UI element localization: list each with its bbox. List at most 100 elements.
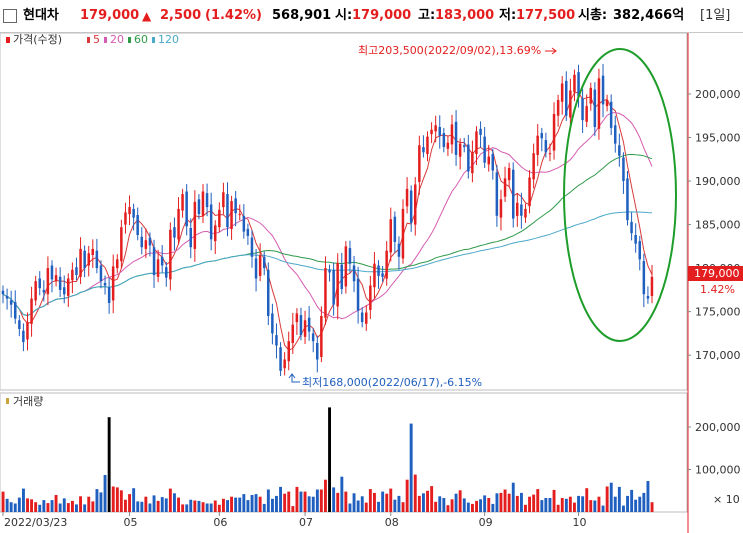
candle [544, 132, 548, 158]
candle [352, 255, 356, 293]
candle [548, 143, 552, 162]
volume-bar [222, 498, 225, 512]
volume-bar [634, 499, 638, 512]
candle [458, 138, 462, 170]
volume-bar [295, 486, 299, 512]
candle [95, 238, 99, 274]
candle-body [463, 145, 466, 147]
x-tick-label: 06 [213, 516, 227, 529]
candle-body [499, 199, 503, 218]
volume-bar [189, 499, 193, 512]
candle-body [352, 265, 356, 282]
volume-bar [319, 489, 323, 512]
candle-body [165, 267, 168, 278]
candle-body [116, 259, 119, 269]
volume-bar [324, 479, 327, 512]
y-tick-label: 185,000 [695, 219, 741, 232]
volume-bar [458, 490, 462, 512]
volume-bar [564, 498, 568, 512]
volume-bar [230, 496, 233, 512]
volume-bar [491, 503, 495, 512]
candle-body [107, 287, 111, 303]
candle-body [214, 225, 217, 242]
candle [144, 228, 148, 258]
candle-body [601, 75, 605, 105]
period-selector[interactable]: [1일] [700, 8, 731, 23]
candle [156, 249, 160, 283]
volume-bar [434, 501, 438, 512]
candle [569, 78, 572, 125]
high-label: 고: [418, 8, 436, 23]
x-tick-label: 09 [479, 516, 493, 529]
candle [393, 211, 397, 253]
volume-bar [552, 489, 556, 512]
volume-bar [283, 493, 287, 512]
price-change: 2,500 [160, 8, 202, 23]
volume-bar [560, 498, 564, 512]
candle-body [385, 250, 388, 279]
candle-body [401, 208, 405, 259]
candle [536, 123, 539, 166]
select-checkbox[interactable] [3, 9, 17, 23]
candle-body [348, 248, 352, 264]
volume-bar [373, 492, 376, 512]
candle-body [307, 317, 311, 332]
volume-bar [83, 504, 87, 512]
candle-body [442, 133, 446, 147]
candle [426, 131, 429, 162]
candle-body [495, 172, 499, 216]
volume-bar [132, 488, 136, 512]
volume-bar [205, 503, 209, 512]
current-price-tag: 179,000 1.42% [688, 266, 743, 296]
volume-bar [548, 498, 552, 512]
volume-bar [344, 491, 348, 512]
candle [365, 305, 368, 331]
candle [209, 192, 213, 251]
volume-bar [454, 493, 458, 512]
candle-body [548, 153, 552, 155]
candle-body [299, 315, 303, 336]
volume-bar [356, 500, 360, 512]
candle-body [1, 290, 5, 295]
candle [471, 140, 474, 183]
volume-bar [536, 489, 540, 512]
candle [491, 148, 494, 180]
candle [189, 218, 192, 259]
volume-bar [409, 423, 413, 512]
candle-body [544, 140, 548, 153]
candle [422, 135, 425, 158]
candle-body [328, 269, 331, 273]
candle-body [83, 250, 86, 269]
candle [177, 197, 180, 245]
volume-bar [650, 502, 654, 512]
candle [450, 114, 454, 154]
volume-bar [446, 505, 450, 512]
candle-body [250, 237, 254, 257]
candle-body [560, 83, 564, 102]
volume-bar [254, 494, 258, 512]
volume-bar [328, 407, 331, 512]
volume-bar [75, 504, 78, 512]
candle-body [67, 278, 70, 296]
candle-body [614, 125, 617, 144]
candle-body [95, 250, 99, 269]
candle [597, 68, 601, 140]
candle [83, 245, 86, 278]
volume-bar [173, 493, 176, 512]
high-price: 183,000 [435, 8, 495, 23]
candle [50, 260, 54, 293]
candle-body [520, 204, 523, 216]
candle-body [471, 152, 474, 174]
volume-bar [103, 475, 107, 512]
volume-bar [401, 502, 405, 512]
candle [185, 184, 188, 236]
volume-bar [389, 488, 393, 512]
candle-body [295, 313, 299, 323]
candle [438, 115, 441, 149]
volume-bar [99, 492, 103, 512]
volume-bar [201, 502, 205, 512]
volume-bar [532, 494, 536, 512]
candle [650, 265, 654, 304]
candle [397, 236, 401, 270]
volume-bar [475, 500, 478, 512]
